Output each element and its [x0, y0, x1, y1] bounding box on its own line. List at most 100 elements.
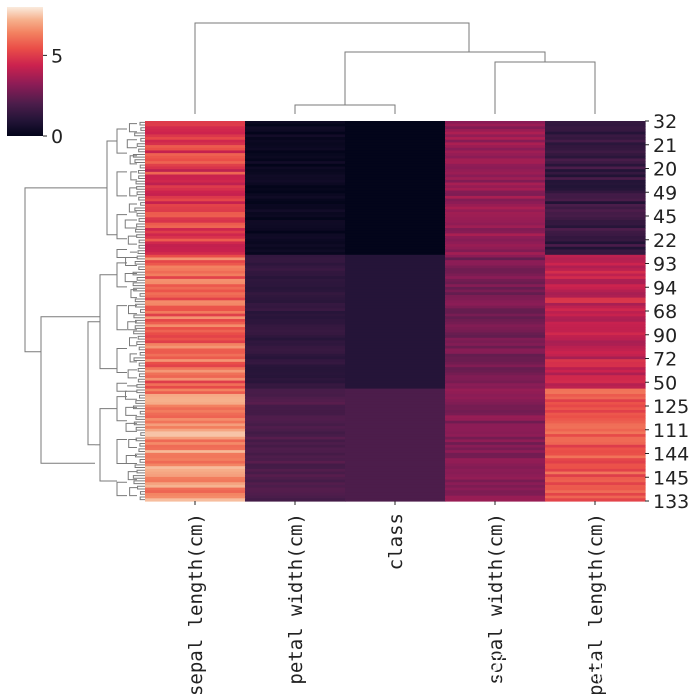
heatmap-cell — [145, 447, 246, 451]
heatmap-cell — [245, 484, 346, 489]
heatmap-cell — [545, 305, 646, 309]
dendrogram-link — [136, 191, 145, 196]
heatmap-cell — [445, 222, 546, 226]
heatmap-cell — [245, 321, 346, 325]
heatmap-cell — [445, 447, 546, 451]
heatmap-cell — [345, 190, 446, 194]
dendrogram-link — [194, 22, 470, 114]
heatmap-cell — [245, 407, 346, 411]
dendrogram-link — [124, 219, 137, 229]
dendrogram-link — [134, 325, 145, 329]
heatmap-cell — [145, 404, 246, 408]
heatmap-cell — [145, 476, 246, 481]
heatmap-cell — [245, 391, 346, 395]
row-tick-label: 93 — [653, 254, 677, 276]
heatmap-cell — [445, 316, 546, 320]
heatmap-cell — [345, 455, 446, 459]
dendrogram-link — [138, 373, 145, 378]
heatmap-cell — [345, 495, 446, 499]
heatmap-cell — [345, 201, 446, 205]
heatmap-cell — [345, 458, 446, 462]
dendrogram-link — [138, 448, 145, 452]
heatmap-cell — [545, 455, 646, 459]
heatmap-cell — [545, 484, 646, 489]
heatmap-cell — [445, 458, 546, 462]
dendrogram-link — [116, 438, 127, 465]
dendrogram-link — [135, 303, 145, 308]
heatmap-cell — [145, 286, 246, 291]
heatmap-cell — [345, 367, 446, 371]
heatmap-cell — [245, 471, 346, 475]
heatmap-cell — [145, 190, 246, 194]
heatmap-cell — [445, 361, 546, 366]
heatmap-cell — [245, 316, 346, 320]
heatmap-cell — [145, 155, 246, 160]
heatmap-cell — [445, 166, 546, 170]
heatmap-cell — [345, 174, 446, 178]
heatmap-cell — [245, 300, 346, 304]
heatmap-cell — [245, 244, 346, 248]
heatmap-cell — [445, 158, 546, 162]
row-tick-label: 94 — [653, 277, 677, 299]
heatmap-cell — [245, 434, 346, 438]
heatmap-cell — [145, 410, 246, 414]
heatmap-cell — [445, 153, 546, 157]
heatmap-cell — [345, 345, 446, 350]
dendrogram-link — [134, 159, 145, 163]
dendrogram-link — [125, 422, 137, 432]
heatmap-cell — [245, 426, 346, 430]
heatmap-cell — [345, 375, 446, 379]
heatmap-cell — [545, 302, 646, 307]
heatmap-cell — [345, 337, 446, 342]
heatmap-cell — [445, 286, 546, 291]
heatmap-cell — [345, 436, 446, 441]
heatmap-cell — [145, 171, 246, 176]
heatmap-cell — [145, 123, 246, 127]
heatmap-cell — [145, 265, 246, 269]
heatmap-cell — [245, 225, 346, 229]
heatmap-cell — [545, 490, 646, 494]
heatmap-cell — [145, 468, 246, 473]
heatmap-cell — [545, 254, 646, 259]
heatmap-cell — [345, 319, 446, 323]
column-label: sepal length(cm) — [185, 513, 207, 694]
dendrogram-link — [139, 394, 145, 399]
heatmap-cell — [445, 369, 546, 374]
heatmap-cell — [145, 187, 246, 192]
heatmap-cell — [545, 377, 646, 382]
heatmap-cell — [445, 337, 546, 342]
dendrogram-link — [138, 244, 145, 249]
heatmap-cell — [445, 254, 546, 259]
heatmap-cell — [245, 345, 346, 350]
heatmap-cell — [245, 431, 346, 435]
heatmap-cell — [145, 137, 246, 141]
heatmap-cell — [445, 484, 546, 489]
heatmap-cell — [445, 217, 546, 221]
heatmap-cell — [345, 182, 446, 186]
heatmap-cell — [245, 241, 346, 245]
dendrogram-link — [127, 471, 137, 481]
heatmap-cell — [445, 257, 546, 261]
heatmap-cell — [345, 444, 446, 449]
heatmap-cell — [145, 343, 246, 347]
heatmap-cell — [345, 351, 446, 355]
heatmap-cell — [545, 236, 646, 240]
heatmap-cell — [145, 356, 246, 360]
row-tick-label: 145 — [653, 467, 689, 489]
heatmap-cell — [145, 452, 246, 457]
heatmap-cell — [545, 278, 646, 283]
heatmap-cell — [345, 230, 446, 234]
heatmap-cell — [545, 195, 646, 200]
heatmap-cell — [445, 343, 546, 347]
heatmap-cell — [545, 311, 646, 315]
heatmap-cell — [345, 450, 446, 454]
heatmap-cell — [545, 129, 646, 133]
heatmap-cell — [345, 179, 446, 184]
heatmap-cell — [445, 463, 546, 467]
dendrogram-link — [138, 175, 145, 180]
heatmap-cell — [245, 332, 346, 336]
heatmap-cell — [545, 249, 646, 253]
heatmap-cell — [545, 452, 646, 457]
heatmap-cell — [145, 201, 246, 205]
heatmap-cell — [245, 364, 346, 368]
